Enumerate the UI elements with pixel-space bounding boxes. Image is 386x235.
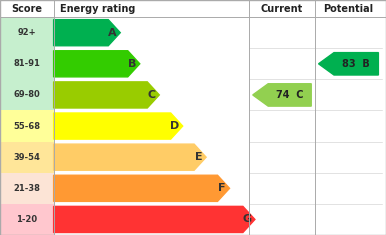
Polygon shape — [54, 206, 255, 232]
Bar — [0, 79, 54, 110]
Polygon shape — [54, 175, 230, 201]
Text: D: D — [170, 121, 179, 131]
Polygon shape — [318, 53, 378, 75]
Text: C: C — [147, 90, 156, 100]
Polygon shape — [54, 82, 159, 108]
Text: 21-38: 21-38 — [14, 184, 40, 193]
Bar — [0, 17, 54, 48]
Bar — [0, 173, 54, 204]
Text: 92+: 92+ — [17, 28, 36, 37]
Text: 55-68: 55-68 — [13, 121, 40, 131]
Text: G: G — [242, 214, 252, 224]
Polygon shape — [54, 51, 140, 77]
Text: B: B — [128, 59, 136, 69]
Text: Energy rating: Energy rating — [60, 4, 135, 14]
Text: 39-54: 39-54 — [14, 153, 40, 162]
Text: Potential: Potential — [323, 4, 374, 14]
Text: 83  B: 83 B — [342, 59, 370, 69]
Bar — [0, 48, 54, 79]
Polygon shape — [54, 144, 206, 170]
Text: 81-91: 81-91 — [14, 59, 40, 68]
Bar — [0, 142, 54, 173]
Text: A: A — [108, 28, 117, 38]
Bar — [0, 204, 54, 235]
Bar — [0, 110, 54, 142]
Text: E: E — [195, 152, 202, 162]
Polygon shape — [54, 20, 120, 46]
Text: Score: Score — [11, 4, 42, 14]
Polygon shape — [253, 84, 311, 106]
Text: 69-80: 69-80 — [14, 90, 40, 99]
Text: F: F — [218, 183, 225, 193]
Polygon shape — [54, 113, 183, 139]
Text: 1-20: 1-20 — [16, 215, 37, 224]
Text: 74  C: 74 C — [276, 90, 303, 100]
Bar — [0, 0, 386, 17]
Text: Current: Current — [261, 4, 303, 14]
